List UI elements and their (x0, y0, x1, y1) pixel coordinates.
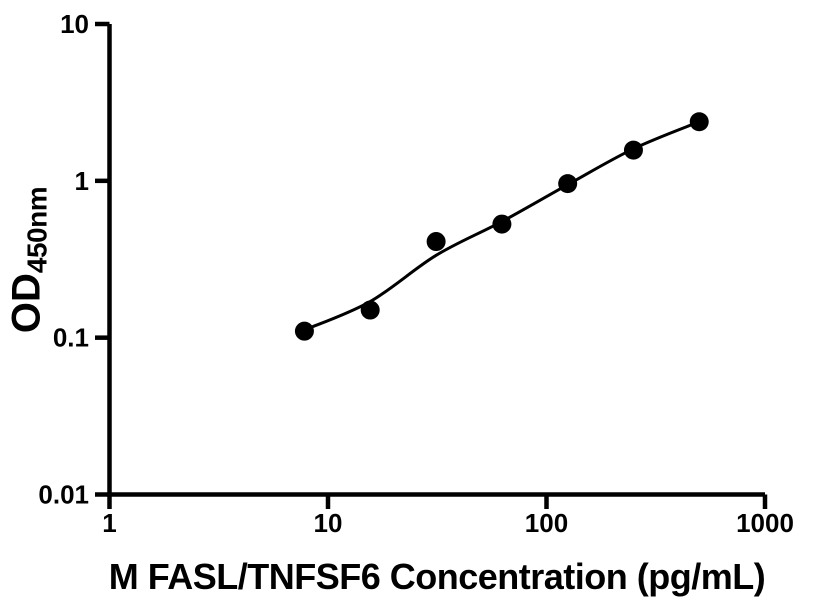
y-axis-tick-label: 1 (75, 166, 89, 196)
x-axis-tick-label: 10 (314, 508, 343, 538)
axes-frame (107, 24, 765, 497)
y-axis-tick-label: 0.1 (53, 323, 89, 353)
data-point-marker (689, 112, 709, 132)
data-point-marker (360, 300, 380, 320)
data-point-marker (426, 232, 446, 252)
x-axis-tick-label: 1000 (736, 508, 794, 538)
y-axis-tick-label: 0.01 (38, 480, 89, 510)
y-axis-tick-label: 10 (60, 9, 89, 39)
x-axis-title: M FASL/TNFSF6 Concentration (pg/mL) (108, 556, 766, 597)
y-axis-title-main: OD (4, 273, 49, 334)
data-point-marker (294, 321, 314, 341)
y-axis-title: OD450nm (5, 187, 54, 333)
data-point-marker (558, 174, 578, 194)
y-axis-title-subscript: 450nm (21, 186, 53, 274)
data-point-marker (623, 140, 643, 160)
data-point-marker (492, 214, 512, 234)
x-axis-tick-label: 100 (525, 508, 568, 538)
x-axis-tick-label: 1 (102, 508, 116, 538)
